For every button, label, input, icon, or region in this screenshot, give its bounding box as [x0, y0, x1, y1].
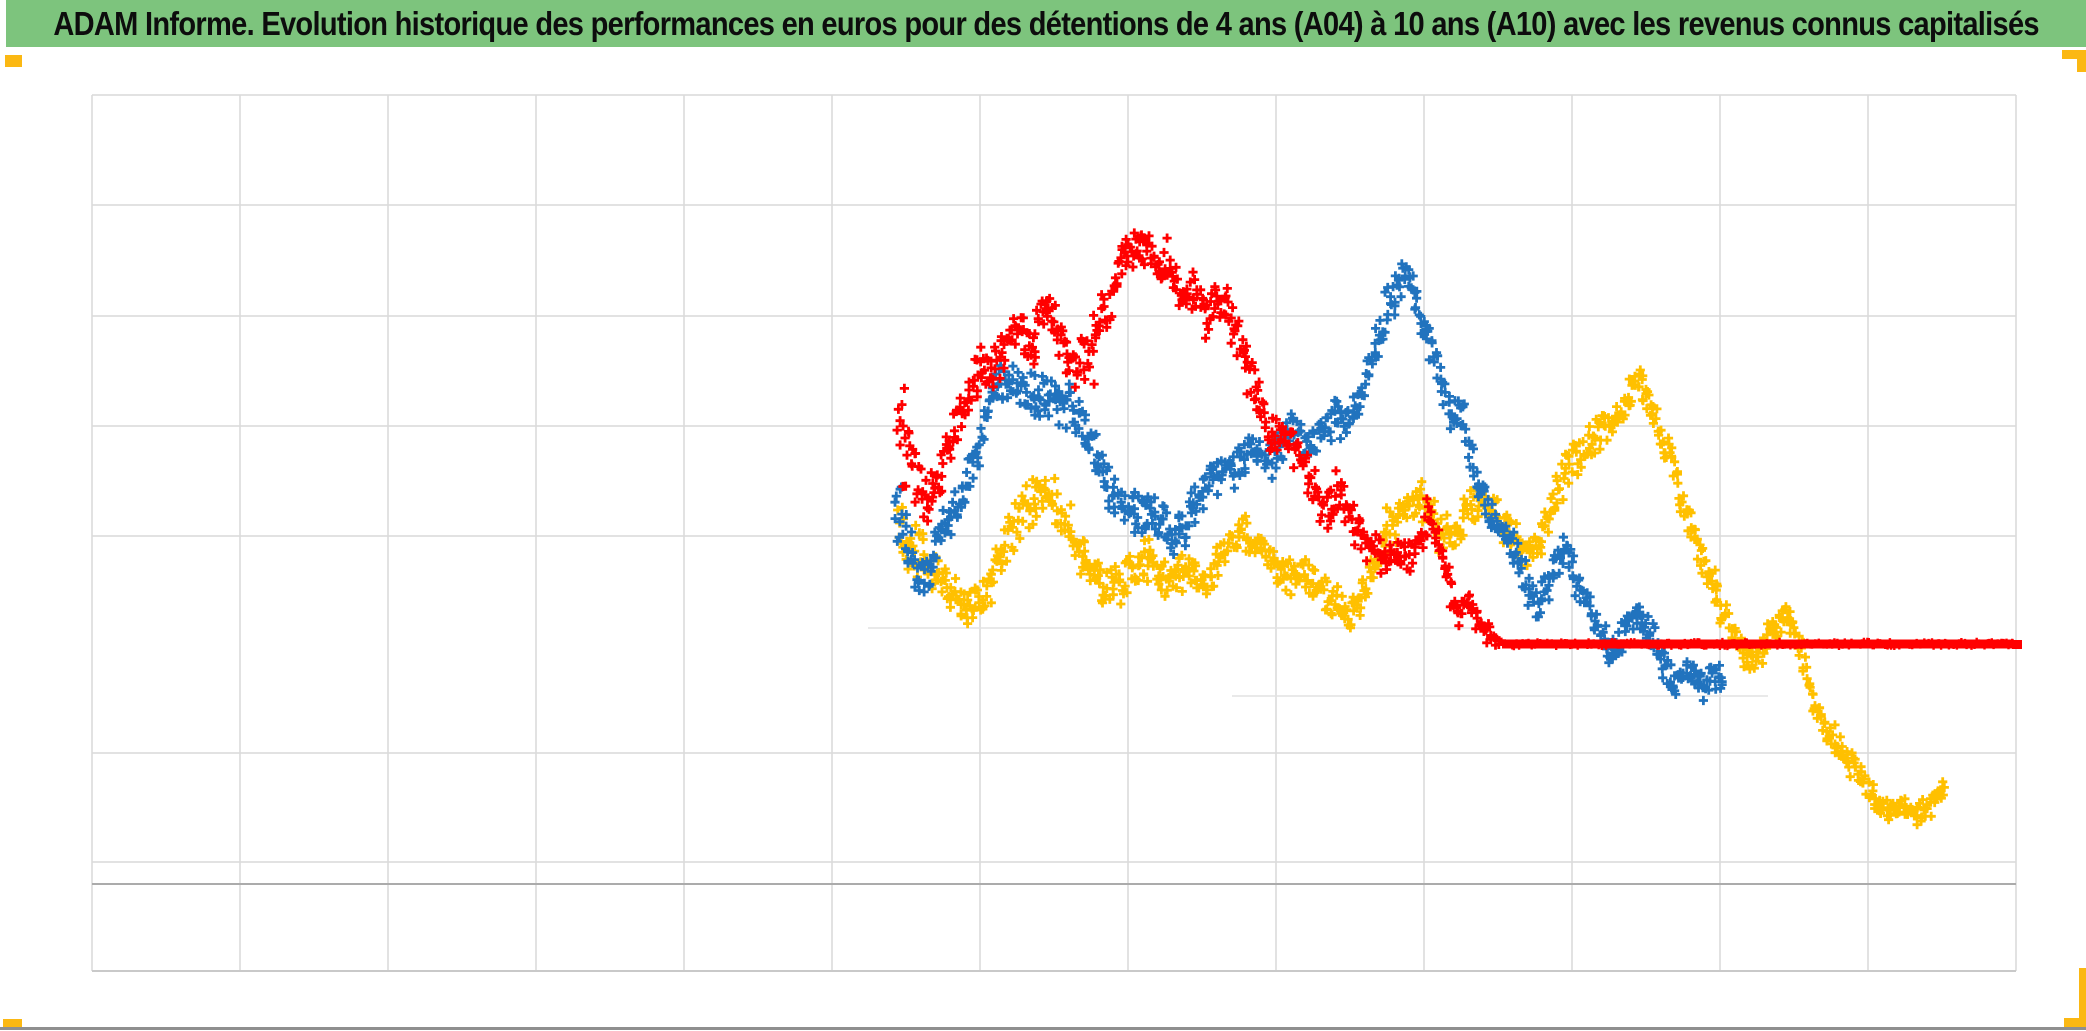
corner-mark-top-right-v — [2077, 50, 2086, 72]
series-yellow — [893, 365, 1949, 830]
chart-title-bar: ADAM Informe. Evolution historique des p… — [6, 0, 2086, 47]
gridlines — [91, 94, 2017, 972]
corner-mark-bottom-right-v — [2079, 968, 2086, 1023]
corner-mark-bottom-left — [3, 1019, 22, 1028]
series-blue — [890, 259, 1727, 706]
bottom-border-line — [0, 1027, 2086, 1030]
corner-mark-bottom-right-h — [2064, 1018, 2086, 1027]
chart-title: ADAM Informe. Evolution historique des p… — [53, 4, 2039, 42]
corner-mark-top-left — [5, 55, 22, 67]
corner-mark-top-right-h — [2062, 50, 2086, 59]
series-red — [892, 228, 2022, 651]
flat-line-end-cap — [2012, 640, 2022, 649]
